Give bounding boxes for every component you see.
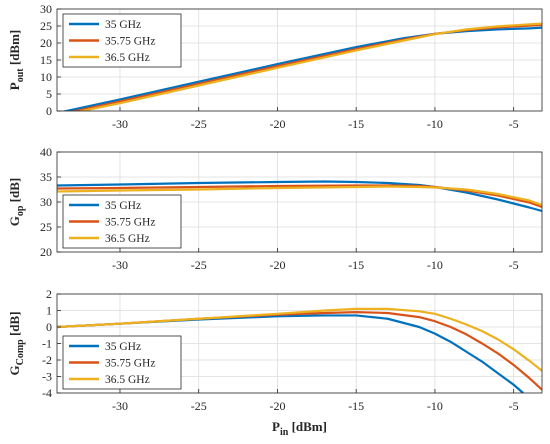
- y-axis-label: Gop [dB]: [7, 178, 26, 227]
- y-axis-label: Pout [dBm]: [7, 30, 26, 91]
- x-tick-label: -20: [269, 399, 285, 413]
- y-tick-label: 5: [46, 87, 52, 101]
- x-tick-label: -5: [509, 258, 519, 272]
- x-tick-label: -5: [509, 399, 519, 413]
- y-tick-label: 0: [46, 104, 52, 118]
- y-tick-label: 2: [46, 287, 52, 301]
- legend: 35 GHz 35.75 GHz 36.5 GHz: [62, 194, 182, 249]
- x-tick-label: -30: [112, 117, 128, 131]
- x-tick-label: -25: [191, 258, 207, 272]
- x-tick-label: -15: [348, 399, 364, 413]
- series-line-35-ghz: [61, 26, 542, 111]
- x-tick-label: -10: [427, 399, 443, 413]
- legend-label: 35 GHz: [105, 200, 141, 212]
- panel-2: -30 -25 -20 -15 -10 -5 20 25 30 35 40 Gop [dB] 35 GH…: [7, 145, 543, 272]
- y-tick-label: -4: [42, 386, 52, 400]
- x-tick-label: -25: [191, 399, 207, 413]
- panel-1: -30 -25 -20 -15 -10 -5 0 5 10 15 20 25 30 Pout [dBm] 3…: [7, 2, 543, 131]
- series-line-36-5-ghz: [76, 22, 542, 111]
- y-tick-label: -2: [42, 353, 52, 367]
- x-tick-label: -20: [269, 258, 285, 272]
- legend-label: 36.5 GHz: [105, 374, 150, 386]
- y-tick-label: 30: [40, 195, 52, 209]
- x-tick-label: -15: [348, 258, 364, 272]
- y-tick-label: 30: [40, 2, 52, 16]
- y-tick-label: 15: [40, 53, 52, 67]
- x-axis-label: Pin [dBm]: [272, 419, 327, 438]
- x-tick-label: -20: [269, 117, 285, 131]
- legend-label: 36.5 GHz: [105, 52, 150, 64]
- legend-label: 35 GHz: [105, 19, 141, 31]
- y-tick-label: 20: [40, 36, 52, 50]
- x-tick-label: -10: [427, 258, 443, 272]
- series-line-36-5-ghz: [57, 307, 542, 372]
- series-line-35-ghz: [57, 180, 542, 213]
- legend-label: 35.75 GHz: [105, 358, 155, 370]
- legend-label: 35.75 GHz: [105, 217, 155, 229]
- x-tick-label: -30: [112, 399, 128, 413]
- legend: 35 GHz 35.75 GHz 36.5 GHz: [62, 13, 182, 68]
- legend: 35 GHz 35.75 GHz 36.5 GHz: [62, 335, 182, 390]
- series-line-36-5-ghz: [57, 185, 542, 207]
- legend-label: 36.5 GHz: [105, 233, 150, 245]
- y-tick-label: 35: [40, 170, 52, 184]
- x-tick-label: -10: [427, 117, 443, 131]
- x-tick-label: -15: [348, 117, 364, 131]
- y-tick-label: 40: [40, 145, 52, 159]
- x-tick-label: -30: [112, 258, 128, 272]
- legend-label: 35 GHz: [105, 341, 141, 353]
- y-tick-label: 20: [40, 245, 52, 259]
- x-tick-label: -25: [191, 117, 207, 131]
- y-tick-label: 10: [40, 70, 52, 84]
- y-tick-label: 25: [40, 220, 52, 234]
- legend-label: 35.75 GHz: [105, 36, 155, 48]
- y-tick-label: 1: [46, 304, 52, 318]
- x-tick-label: -5: [509, 117, 519, 131]
- y-tick-label: 0: [46, 320, 52, 334]
- y-tick-label: 25: [40, 19, 52, 33]
- y-tick-label: -1: [42, 337, 52, 351]
- y-axis-label: GComp [dB]: [7, 311, 26, 375]
- y-tick-label: -3: [42, 370, 52, 384]
